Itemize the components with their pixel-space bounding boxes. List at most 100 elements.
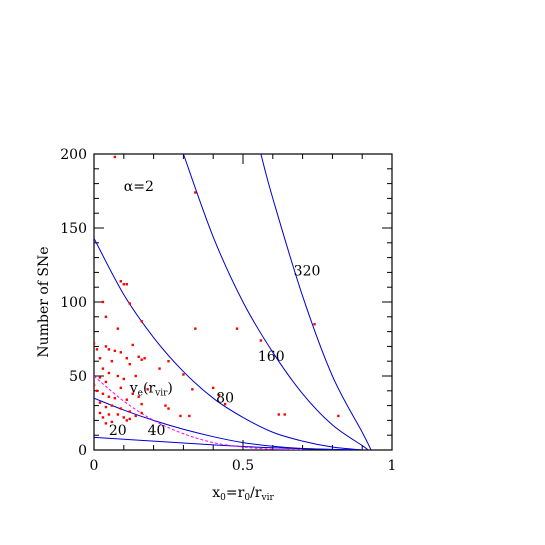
x-tick-label: 1 [388, 458, 397, 474]
sn-data-point [140, 358, 143, 361]
axis-ticks: 0 0.5 1 0 50 100 150 200 [60, 147, 396, 474]
curve-label-20: 20 [109, 423, 127, 439]
sn-data-point [104, 315, 108, 318]
sn-data-point [107, 413, 111, 416]
sn-data-point [98, 357, 102, 360]
sn-data-point [164, 404, 167, 407]
sn-data-point [101, 367, 105, 370]
sn-data-point [158, 367, 161, 370]
escape-velocity-curve [94, 375, 303, 450]
sn-data-point [167, 360, 170, 363]
curve-label-40: 40 [148, 423, 166, 439]
y-axis-label: Number of SNe [36, 246, 52, 357]
sn-data-point [110, 420, 114, 424]
sn-data-point [131, 392, 134, 395]
sn-data-point [107, 371, 111, 375]
y-tick-label: 100 [60, 295, 87, 311]
sn-data-point [128, 410, 131, 413]
sn-data-point [125, 357, 128, 360]
curve-label-160: 160 [258, 349, 285, 365]
sn-data-point [95, 389, 99, 392]
sn-data-point [128, 362, 131, 366]
sn-data-point [235, 327, 239, 330]
sn-data-point [95, 348, 99, 351]
sn-data-point [140, 402, 143, 406]
sn-data-point [140, 411, 143, 415]
sn-data-point [98, 376, 102, 379]
escape-curve-label: ve(rvir) [129, 380, 173, 398]
sn-data-point [122, 416, 125, 419]
sn-data-point [125, 419, 128, 422]
model-curve-20 [94, 436, 363, 450]
sn-data-point [277, 413, 280, 416]
sn-data-point [104, 422, 108, 425]
sn-data-point [188, 414, 191, 418]
sn-data-point [283, 413, 286, 416]
model-curve-320 [260, 154, 372, 450]
sn-data-point [140, 320, 143, 323]
sn-data-point [122, 283, 125, 286]
sn-data-point [179, 414, 182, 418]
sn-data-point [128, 417, 131, 421]
sn-data-point [134, 414, 137, 418]
sn-data-point [217, 394, 221, 397]
sn-data-point [107, 348, 111, 351]
sn-data-point [104, 345, 108, 348]
x-axis-label-text: x0=r0/rvir [212, 485, 274, 503]
sn-data-point [94, 342, 96, 345]
sn-data-point [98, 401, 102, 404]
model-curve-160 [182, 154, 369, 450]
sn-data-point [119, 407, 123, 410]
sn-data-point [146, 388, 149, 391]
sn-data-point [313, 323, 316, 326]
sn-data-point [122, 377, 125, 381]
sn-data-point [101, 300, 105, 304]
sn-data-point [113, 349, 117, 353]
curve-label-80: 80 [216, 391, 234, 407]
sn-data-point [134, 374, 137, 378]
sn-data-point [182, 373, 185, 376]
sn-data-point [116, 374, 120, 378]
sn-data-point [212, 386, 215, 390]
sn-data-point [125, 283, 128, 286]
sn-data-point [104, 405, 108, 409]
sn-data-point [131, 343, 134, 347]
sn-data-point [113, 155, 117, 159]
sn-data-point [119, 386, 123, 390]
x-tick-label: 0.5 [232, 458, 254, 474]
sn-data-point [167, 407, 170, 410]
sn-data-point [116, 327, 120, 330]
sn-data-point [223, 402, 227, 406]
sn-data-point [119, 280, 123, 283]
sn-data-point [128, 302, 131, 305]
sn-data-point [194, 327, 197, 330]
x-tick-label: 0 [90, 458, 99, 474]
sn-data-point [137, 395, 140, 398]
sn-data-point [116, 413, 120, 416]
y-tick-label: 150 [60, 221, 87, 237]
curve-label-320: 320 [294, 263, 321, 279]
sn-data-point [194, 191, 197, 194]
sn-data-point [119, 351, 123, 354]
sn-data-point [98, 411, 102, 415]
sn-data-point [94, 383, 96, 387]
sn-data-point [259, 339, 263, 342]
scatter-points [94, 155, 340, 425]
sn-data-point [143, 357, 146, 360]
sn-data-point [107, 395, 111, 398]
x-axis-label: x0=r0/rvir [212, 485, 274, 503]
model-curve-40 [94, 397, 363, 450]
y-tick-label: 50 [69, 369, 87, 385]
model-curves [94, 154, 372, 450]
y-tick-label: 200 [60, 147, 87, 163]
sn-data-point [125, 398, 128, 401]
alpha-annotation: α=2 [124, 179, 154, 195]
model-curve-80 [94, 238, 363, 450]
y-tick-label: 0 [78, 443, 87, 459]
sn-data-point [110, 360, 114, 363]
curve-labels: 20 40 80 160 320 α=2 ve(rvir) [109, 179, 320, 439]
sn-data-point [337, 414, 340, 418]
sn-data-point [104, 380, 108, 384]
sn-data-point [113, 397, 117, 400]
